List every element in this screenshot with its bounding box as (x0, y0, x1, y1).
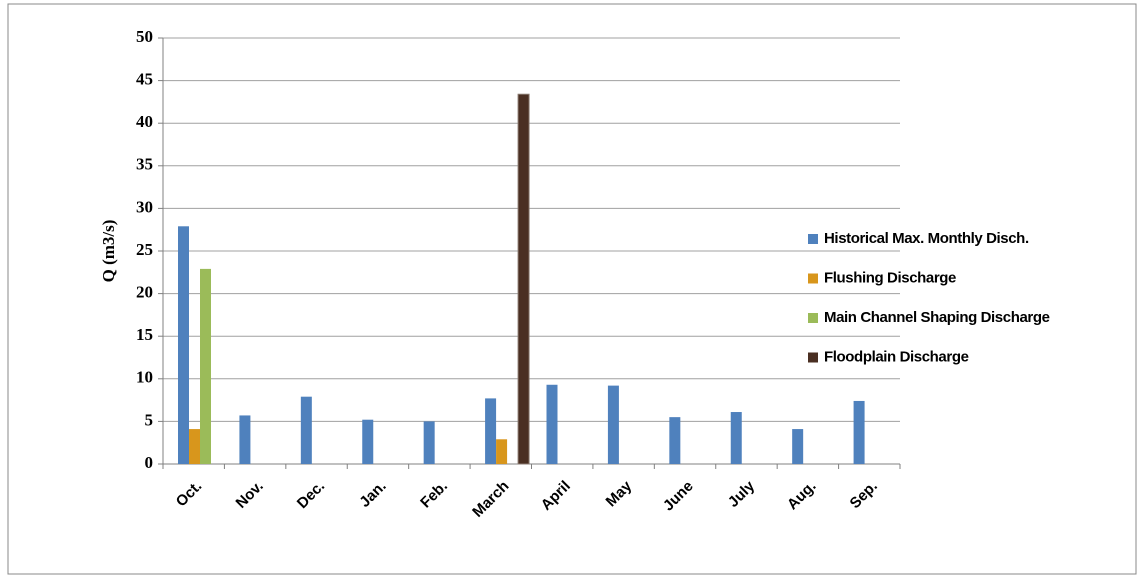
y-tick-label: 0 (145, 453, 154, 472)
y-tick-label: 25 (136, 240, 153, 259)
legend-label: Floodplain Discharge (824, 348, 969, 365)
y-tick-label: 20 (136, 283, 153, 302)
y-tick-label: 5 (145, 410, 154, 429)
bar (300, 396, 312, 464)
legend-swatch (808, 273, 818, 284)
y-axis-label: Q (m3/s) (99, 220, 118, 283)
bar (485, 398, 497, 464)
y-tick-label: 30 (136, 197, 153, 216)
bar (178, 226, 189, 464)
bar (239, 415, 251, 464)
y-tick-label: 15 (136, 325, 153, 344)
bar (423, 421, 435, 464)
legend-label: Historical Max. Monthly Disch. (824, 230, 1029, 247)
bar (853, 400, 865, 464)
y-tick-label: 50 (136, 27, 153, 46)
bar (669, 417, 681, 464)
legend-swatch (808, 352, 818, 363)
bar (200, 268, 211, 464)
bar (607, 385, 619, 464)
chart-border (7, 3, 1137, 575)
y-tick-label: 40 (136, 112, 153, 131)
bar (496, 439, 508, 464)
bar (189, 429, 200, 464)
bar (517, 93, 530, 465)
legend-swatch (808, 313, 818, 323)
legend-swatch (808, 234, 818, 244)
y-tick-label: 45 (136, 70, 153, 89)
bar (546, 384, 558, 464)
bar (362, 419, 374, 464)
y-tick-label: 35 (136, 155, 153, 174)
bar (730, 412, 742, 464)
legend-label: Main Channel Shaping Discharge (824, 309, 1050, 326)
legend-label: Flushing Discharge (824, 269, 956, 286)
y-tick-label: 10 (136, 368, 153, 387)
bar (792, 429, 804, 464)
